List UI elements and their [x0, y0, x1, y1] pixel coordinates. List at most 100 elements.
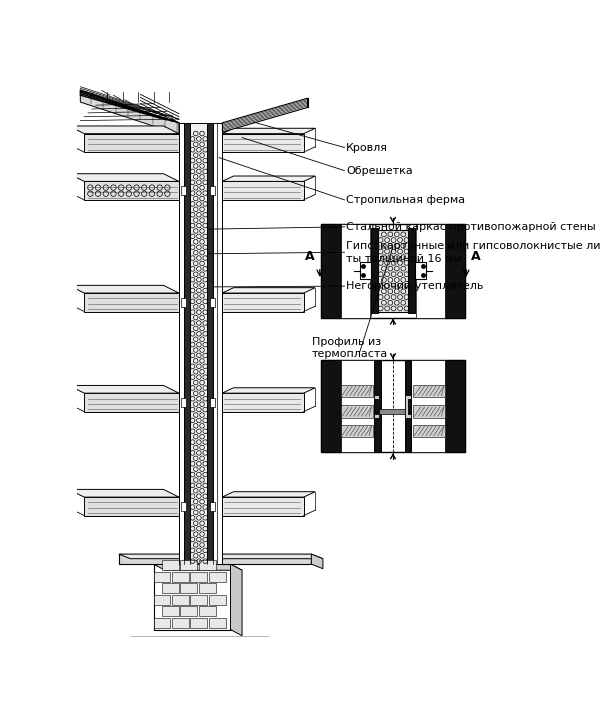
- Polygon shape: [69, 174, 179, 181]
- Bar: [322, 223, 341, 318]
- Bar: [172, 618, 189, 628]
- Bar: [211, 298, 215, 307]
- Polygon shape: [222, 288, 315, 293]
- Text: Обрешетка: Обрешетка: [346, 165, 413, 175]
- Polygon shape: [69, 385, 179, 393]
- Bar: [162, 560, 179, 570]
- Bar: [405, 360, 412, 453]
- Bar: [360, 262, 371, 279]
- Text: А: А: [472, 250, 481, 263]
- Bar: [374, 360, 380, 453]
- Bar: [211, 398, 215, 407]
- Polygon shape: [84, 181, 179, 200]
- Polygon shape: [311, 554, 323, 569]
- Bar: [413, 405, 445, 418]
- Text: Стальной каркас противопожарной стены: Стальной каркас противопожарной стены: [346, 222, 596, 232]
- Bar: [209, 572, 226, 582]
- Bar: [322, 360, 341, 453]
- Bar: [190, 595, 208, 605]
- Polygon shape: [222, 393, 304, 412]
- Polygon shape: [69, 126, 179, 134]
- Bar: [341, 425, 373, 437]
- Polygon shape: [222, 128, 315, 134]
- Polygon shape: [222, 181, 304, 200]
- Bar: [181, 502, 186, 511]
- Bar: [199, 560, 216, 570]
- Polygon shape: [84, 497, 179, 516]
- Polygon shape: [222, 293, 304, 311]
- Polygon shape: [222, 134, 304, 152]
- Bar: [181, 298, 186, 307]
- Bar: [211, 186, 215, 195]
- Bar: [409, 228, 415, 313]
- Polygon shape: [130, 637, 281, 642]
- Bar: [445, 360, 464, 453]
- Polygon shape: [84, 393, 179, 412]
- Bar: [211, 502, 215, 511]
- Bar: [130, 637, 269, 647]
- Text: Стропильная ферма: Стропильная ферма: [346, 195, 465, 205]
- Polygon shape: [69, 490, 179, 497]
- Polygon shape: [84, 134, 179, 152]
- Text: Кровля: Кровля: [346, 142, 388, 153]
- Bar: [181, 584, 197, 594]
- Bar: [172, 595, 189, 605]
- Polygon shape: [222, 176, 315, 181]
- Bar: [341, 405, 373, 418]
- Bar: [162, 584, 179, 594]
- Bar: [184, 123, 190, 564]
- Bar: [154, 572, 170, 582]
- Text: Негорючий утеплитель: Негорючий утеплитель: [346, 281, 484, 291]
- Bar: [341, 223, 370, 318]
- Bar: [341, 384, 373, 397]
- Polygon shape: [84, 293, 179, 311]
- Polygon shape: [222, 497, 304, 516]
- Bar: [206, 123, 213, 564]
- Text: А: А: [305, 250, 314, 263]
- Bar: [119, 554, 311, 564]
- Bar: [181, 398, 186, 407]
- Polygon shape: [374, 395, 379, 418]
- Bar: [413, 384, 445, 397]
- Polygon shape: [222, 492, 315, 497]
- Bar: [190, 618, 208, 628]
- Bar: [413, 425, 445, 437]
- Bar: [377, 230, 409, 311]
- Bar: [341, 360, 375, 453]
- Polygon shape: [154, 564, 242, 570]
- Bar: [181, 186, 186, 195]
- Bar: [213, 123, 222, 564]
- Polygon shape: [230, 564, 242, 636]
- Bar: [410, 360, 445, 453]
- Bar: [181, 606, 197, 616]
- Bar: [190, 572, 208, 582]
- Polygon shape: [222, 98, 308, 132]
- Bar: [199, 584, 216, 594]
- Bar: [371, 228, 377, 313]
- Bar: [322, 223, 464, 318]
- Bar: [209, 618, 226, 628]
- Bar: [162, 606, 179, 616]
- Text: Профиль из
термопласта: Профиль из термопласта: [312, 337, 388, 359]
- Bar: [154, 595, 170, 605]
- Bar: [181, 560, 197, 570]
- Polygon shape: [405, 395, 412, 418]
- Polygon shape: [222, 388, 315, 393]
- Bar: [179, 123, 184, 564]
- Bar: [322, 360, 464, 453]
- Polygon shape: [80, 90, 179, 135]
- Bar: [199, 606, 216, 616]
- Text: Гипсокартонные или гипсоволокнистые лис-
ты толщиной 16 мм: Гипсокартонные или гипсоволокнистые лис-…: [346, 241, 600, 263]
- Bar: [190, 123, 206, 564]
- Polygon shape: [119, 554, 323, 558]
- Bar: [379, 410, 407, 414]
- Bar: [416, 223, 445, 318]
- Bar: [415, 262, 426, 279]
- Bar: [209, 595, 226, 605]
- Bar: [154, 618, 170, 628]
- Bar: [172, 572, 189, 582]
- Bar: [154, 564, 230, 629]
- Polygon shape: [69, 286, 179, 293]
- Polygon shape: [269, 637, 281, 651]
- Bar: [445, 223, 464, 318]
